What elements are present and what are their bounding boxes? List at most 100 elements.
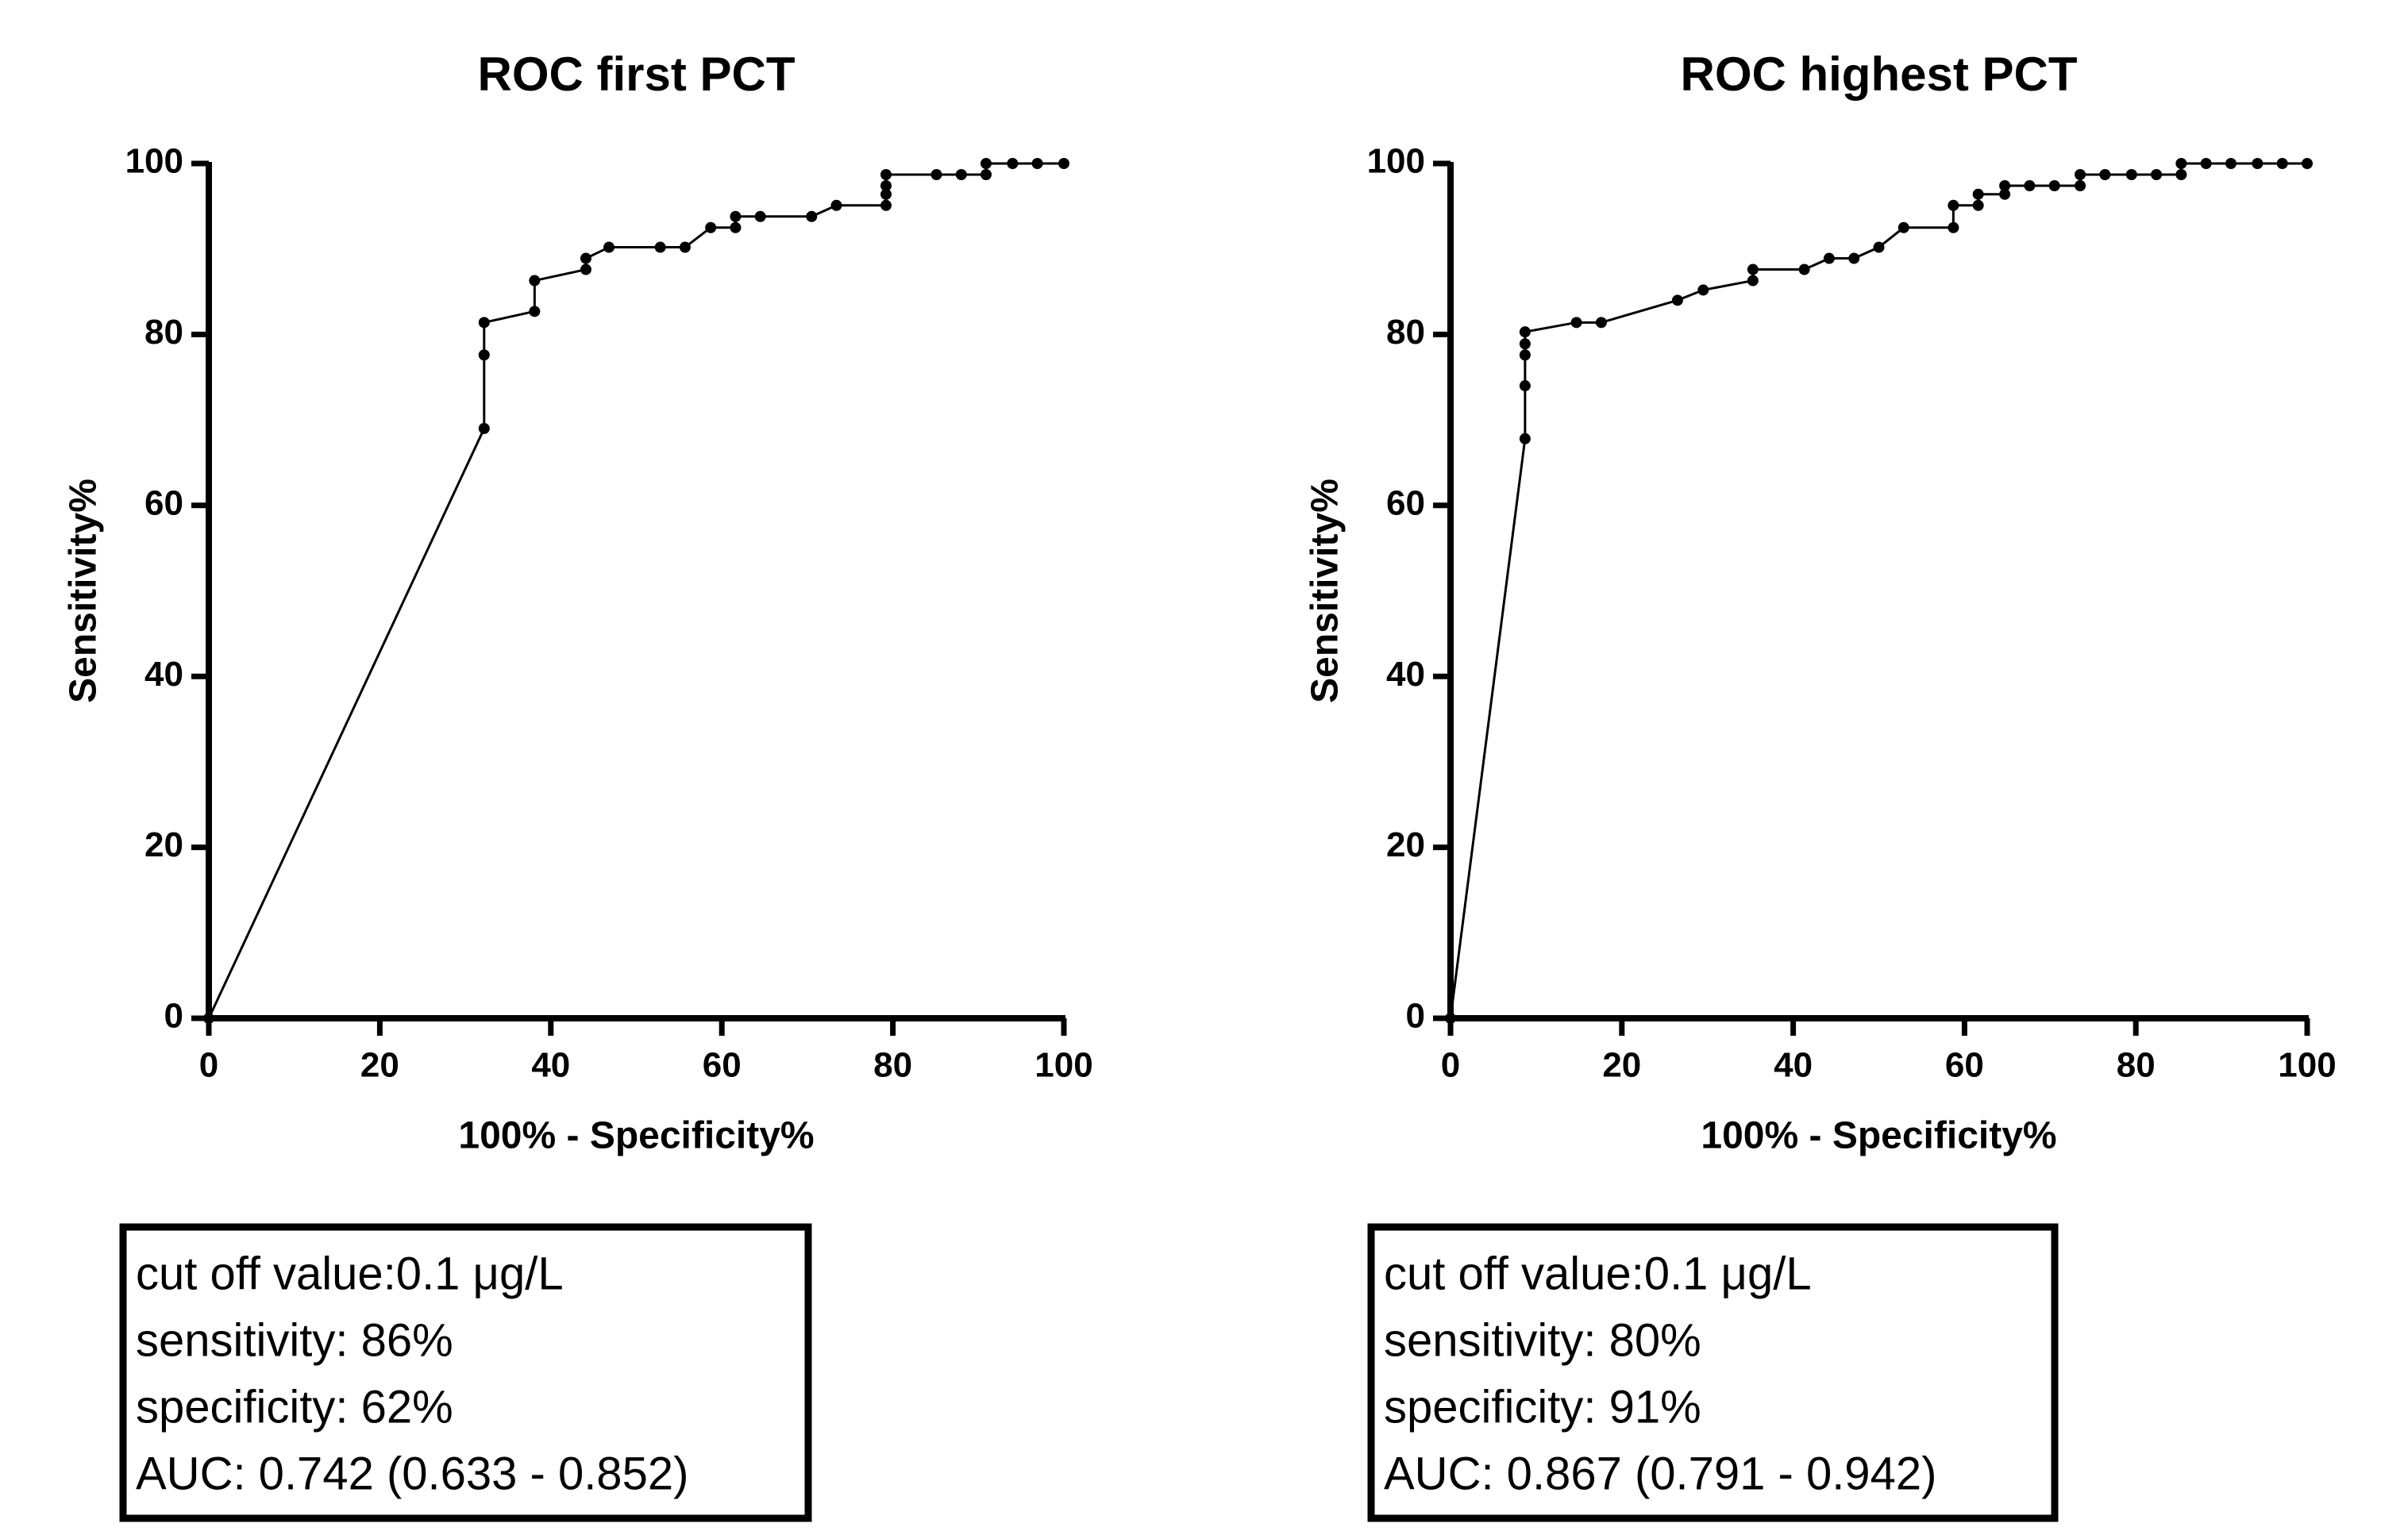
y-tick-label: 0 [164, 997, 183, 1036]
info-box [1367, 1223, 2059, 1522]
y-tick-label: 60 [1386, 483, 1425, 522]
x-tick-label: 20 [360, 1046, 399, 1085]
roc-point [1798, 264, 1810, 275]
roc-point [1519, 326, 1531, 338]
x-tick-label: 20 [1602, 1046, 1641, 1085]
roc-point [880, 188, 892, 200]
roc-point [1445, 1013, 1456, 1024]
roc-line [207, 162, 1064, 1019]
x-tick-label: 40 [531, 1046, 570, 1085]
roc-point [2175, 158, 2187, 169]
roc-point [730, 210, 742, 222]
y-axis-label: Sensitivity% [1304, 479, 1347, 703]
roc-point [580, 252, 591, 264]
roc-point [478, 317, 490, 329]
info-line: specificity: 91% [1384, 1381, 1701, 1433]
y-tick-label: 40 [144, 655, 183, 694]
roc-line [1449, 162, 2307, 1019]
chart-title: ROC highest PCT [1680, 48, 2077, 101]
roc-point [930, 169, 942, 181]
info-line: cut off value:0.1 μg/L [1384, 1248, 1812, 1299]
info-line: AUC: 0.742 (0.633 - 0.852) [136, 1448, 688, 1499]
info-line: specificity: 62% [136, 1381, 453, 1433]
info-line: AUC: 0.867 (0.791 - 0.942) [1384, 1448, 1936, 1499]
roc-point [1697, 284, 1709, 296]
roc-point [980, 158, 992, 169]
roc-point [2099, 169, 2111, 181]
roc-point [2075, 169, 2086, 181]
roc-point [478, 422, 490, 434]
info-line: sensitivity: 80% [1384, 1314, 1701, 1366]
roc-point [980, 169, 992, 181]
x-tick-label: 100 [2278, 1046, 2336, 1085]
roc-point [1972, 188, 1984, 200]
roc-point [679, 241, 691, 253]
y-tick-label: 60 [144, 483, 183, 522]
y-tick-label: 100 [1367, 142, 1425, 181]
x-tick-label: 40 [1774, 1046, 1813, 1085]
roc-point [880, 199, 892, 211]
roc-point [955, 169, 967, 181]
chart-title: ROC first PCT [477, 48, 795, 101]
roc-point [1519, 349, 1531, 361]
roc-point [2151, 169, 2163, 181]
x-tick-label: 100 [1034, 1046, 1092, 1085]
roc-point [203, 1013, 214, 1024]
roc-point [529, 306, 541, 317]
roc-point [1999, 180, 2011, 192]
x-tick-label: 60 [703, 1046, 742, 1085]
info-line: cut off value:0.1 μg/L [136, 1248, 564, 1299]
y-tick-label: 20 [1386, 825, 1425, 864]
x-tick-label: 0 [199, 1046, 218, 1085]
roc-point [2125, 169, 2137, 181]
y-tick-label: 40 [1386, 655, 1425, 694]
roc-point [880, 180, 892, 192]
roc-point [1999, 188, 2011, 200]
x-axis-label: 100% - Specificity% [1701, 1115, 2056, 1157]
roc-point [1823, 252, 1835, 264]
y-axis-label: Sensitivity% [63, 479, 105, 703]
roc-point [1848, 252, 1860, 264]
roc-point [1519, 338, 1531, 350]
roc-point [2048, 180, 2060, 192]
roc-point [2276, 158, 2288, 169]
roc-point [2225, 158, 2237, 169]
roc-point [654, 241, 666, 253]
roc-point [1948, 199, 1959, 211]
roc-point [806, 210, 818, 222]
y-tick-label: 80 [144, 313, 183, 352]
x-tick-label: 0 [1441, 1046, 1460, 1085]
roc-point [1007, 158, 1019, 169]
roc-point [2024, 180, 2036, 192]
info-box [119, 1223, 812, 1522]
y-tick-label: 100 [125, 142, 183, 181]
roc-point [1595, 317, 1607, 329]
roc-point [754, 210, 766, 222]
roc-point [880, 169, 892, 181]
roc-point [830, 199, 842, 211]
x-tick-label: 60 [1945, 1046, 1984, 1085]
roc-point [2252, 158, 2264, 169]
roc-point [1519, 433, 1531, 444]
info-line: sensitivity: 86% [136, 1314, 453, 1366]
roc-point [2200, 158, 2212, 169]
y-tick-label: 80 [1386, 313, 1425, 352]
roc-point [603, 241, 615, 253]
roc-point [529, 275, 541, 287]
roc-point [1898, 221, 1909, 233]
roc-point [1873, 241, 1885, 253]
roc-point [2075, 180, 2086, 192]
roc-point [1519, 380, 1531, 392]
roc-point [705, 221, 717, 233]
roc-point [1031, 158, 1043, 169]
roc-point [1948, 221, 1959, 233]
roc-point [1972, 199, 1984, 211]
roc-point [1747, 275, 1759, 287]
roc-point [2302, 158, 2313, 169]
roc-point [1747, 264, 1759, 275]
roc-point [1058, 158, 1069, 169]
x-tick-label: 80 [873, 1046, 912, 1085]
roc-point [730, 221, 742, 233]
roc-point [1671, 294, 1683, 306]
